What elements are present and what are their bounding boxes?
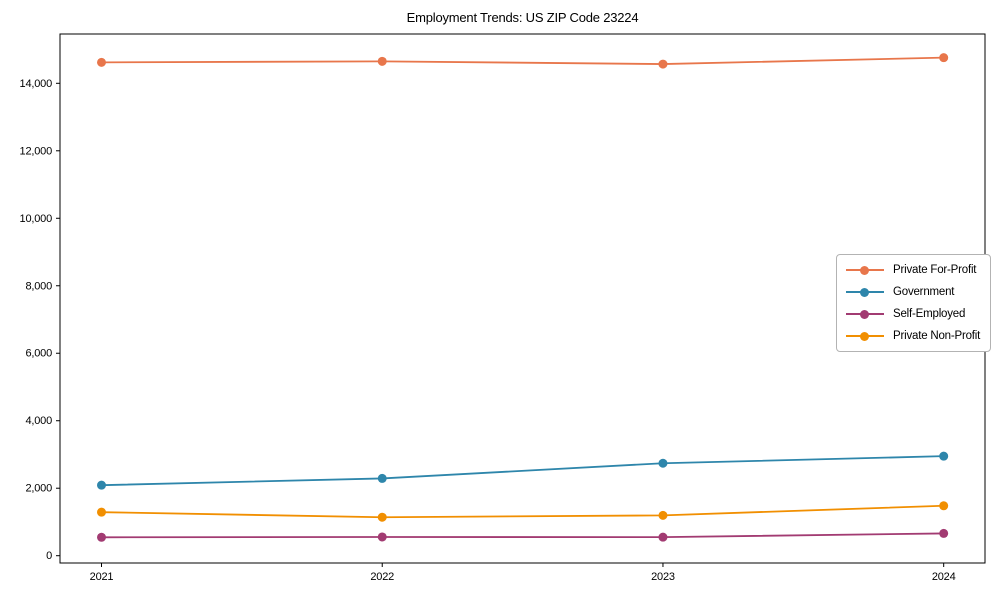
legend-item-government: Government <box>846 283 980 301</box>
legend-label: Government <box>893 286 955 298</box>
data-point <box>658 59 668 69</box>
x-tick-label: 2022 <box>370 571 394 583</box>
data-point <box>377 532 387 542</box>
data-point <box>658 510 668 520</box>
y-tick-label: 6,000 <box>25 348 52 360</box>
x-tick-label: 2024 <box>932 571 956 583</box>
x-tick-label: 2021 <box>90 571 114 583</box>
series-line-government <box>101 455 944 487</box>
y-tick-label: 10,000 <box>20 213 53 225</box>
data-point <box>939 528 949 538</box>
data-point <box>97 532 106 542</box>
legend-marker-icon <box>846 331 884 341</box>
legend-marker-icon <box>846 287 884 297</box>
data-point <box>658 532 668 542</box>
y-tick-label: 2,000 <box>25 483 52 495</box>
legend-item-self-employed: Self-Employed <box>846 305 980 323</box>
data-point <box>97 480 106 490</box>
data-point <box>377 56 387 66</box>
data-point <box>97 507 106 517</box>
x-tick-label: 2023 <box>651 571 675 583</box>
y-tick-label: 12,000 <box>20 145 53 157</box>
data-point <box>658 458 668 468</box>
series-line-private-non-profit <box>101 504 944 519</box>
legend-label: Self-Employed <box>893 308 966 320</box>
chart-title: Employment Trends: US ZIP Code 23224 <box>406 10 639 25</box>
y-tick-label: 8,000 <box>25 280 52 292</box>
legend-label: Private Non-Profit <box>893 330 981 342</box>
legend-marker-icon <box>846 309 884 319</box>
data-point <box>939 501 949 511</box>
data-point <box>97 57 106 67</box>
legend-marker-icon <box>846 265 884 275</box>
legend-item-private-for-profit: Private For-Profit <box>846 261 980 279</box>
chart-legend: Private For-Profit Government Self-Employe… <box>836 254 992 352</box>
y-tick-label: 0 <box>46 550 52 562</box>
data-point <box>377 512 387 522</box>
legend-item-private-non-profit: Private Non-Profit <box>846 327 980 345</box>
data-point <box>939 53 949 63</box>
data-point <box>377 473 387 483</box>
y-tick-label: 14,000 <box>20 78 53 90</box>
legend-label: Private For-Profit <box>893 264 977 276</box>
y-tick-label: 4,000 <box>25 415 52 427</box>
series-line-private-for-profit <box>101 56 944 65</box>
series-line-self-employed <box>101 532 944 539</box>
data-point <box>939 451 949 461</box>
